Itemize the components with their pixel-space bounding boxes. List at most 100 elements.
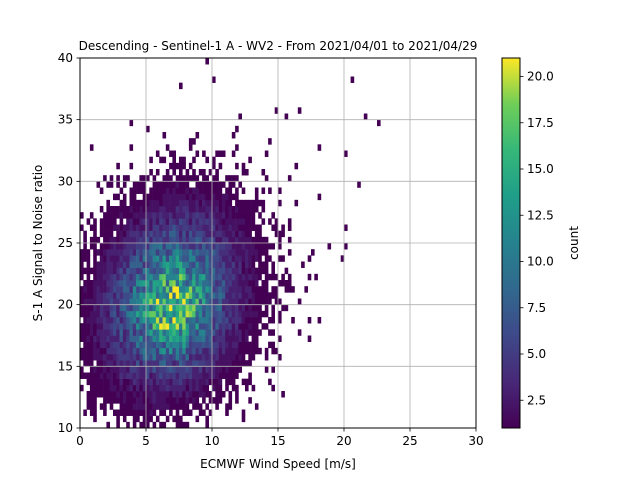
heatmap-cell	[235, 255, 239, 262]
heatmap-cell	[198, 218, 203, 225]
heatmap-cell	[215, 310, 219, 318]
heatmap-cell	[215, 273, 219, 281]
heatmap-cell	[188, 144, 193, 151]
heatmap-cell	[221, 317, 226, 324]
heatmap-cell	[205, 341, 209, 349]
heatmap-cell	[116, 360, 120, 367]
heatmap-cell	[212, 378, 216, 386]
heatmap-cell	[297, 298, 302, 305]
heatmap-cell	[99, 323, 104, 330]
heatmap-cell	[129, 378, 134, 386]
heatmap-cell	[198, 169, 203, 176]
heatmap-cell	[278, 230, 282, 238]
heatmap-cell	[129, 144, 134, 151]
outlier-cell	[327, 243, 332, 250]
heatmap-cell	[106, 218, 110, 225]
heatmap-cell	[155, 372, 160, 379]
heatmap-cell	[162, 212, 167, 219]
heatmap-cell	[109, 280, 114, 287]
heatmap-cell	[195, 218, 200, 225]
heatmap-cell	[215, 372, 219, 379]
heatmap-cell	[165, 243, 170, 250]
heatmap-cell	[122, 273, 127, 281]
heatmap-cell	[142, 421, 147, 429]
heatmap-cell	[205, 329, 209, 336]
heatmap-cell	[182, 261, 186, 268]
heatmap-cell	[113, 310, 117, 318]
heatmap-cell	[132, 212, 137, 219]
heatmap-cell	[96, 292, 101, 299]
heatmap-cell	[195, 366, 200, 373]
heatmap-cell	[179, 354, 183, 361]
heatmap-cell	[205, 206, 209, 213]
heatmap-cell	[238, 199, 242, 207]
heatmap-cell	[109, 354, 114, 361]
heatmap-cell	[162, 280, 167, 287]
heatmap-cell	[93, 292, 97, 299]
heatmap-cell	[122, 329, 127, 336]
heatmap-cell	[268, 341, 272, 349]
heatmap-cell	[179, 162, 183, 170]
heatmap-cell	[169, 212, 173, 219]
heatmap-cell	[149, 273, 153, 281]
heatmap-cell	[146, 243, 150, 250]
heatmap-cell	[218, 304, 223, 312]
heatmap-cell	[241, 187, 246, 194]
heatmap-cell	[96, 273, 101, 281]
heatmap-cell	[251, 335, 256, 342]
heatmap-cell	[146, 415, 150, 423]
heatmap-cell	[228, 267, 233, 275]
heatmap-cell	[228, 323, 233, 330]
heatmap-cell	[179, 181, 183, 188]
heatmap-cell	[235, 224, 239, 231]
heatmap-cell	[251, 304, 256, 312]
heatmap-cell	[212, 317, 216, 324]
heatmap-cell	[188, 218, 193, 225]
heatmap-cell	[129, 310, 134, 318]
heatmap-cell	[188, 236, 193, 244]
heatmap-cell	[116, 193, 120, 201]
heatmap-cell	[132, 397, 137, 404]
heatmap-cell	[228, 335, 233, 342]
heatmap-cell	[175, 317, 180, 324]
heatmap-cell	[89, 144, 94, 151]
heatmap-cell	[126, 286, 130, 293]
heatmap-cell	[215, 366, 219, 373]
heatmap-cell	[205, 187, 209, 194]
heatmap-cell	[185, 391, 190, 398]
heatmap-cell	[119, 292, 124, 299]
heatmap-cell	[185, 187, 190, 194]
heatmap-cell	[155, 150, 160, 157]
heatmap-cell	[132, 341, 137, 349]
x-axis-label: ECMWF Wind Speed [m/s]	[200, 457, 356, 471]
heatmap-cell	[287, 273, 292, 281]
heatmap-cell	[165, 187, 170, 194]
heatmap-cell	[152, 372, 157, 379]
heatmap-cell	[122, 298, 127, 305]
heatmap-cell	[307, 335, 312, 342]
heatmap-cell	[261, 236, 266, 244]
heatmap-cell	[129, 273, 134, 281]
heatmap-cell	[116, 310, 120, 318]
heatmap-cell	[202, 304, 206, 312]
heatmap-cell	[215, 397, 219, 404]
heatmap-cell	[212, 199, 216, 207]
heatmap-cell	[251, 354, 256, 361]
heatmap-cell	[119, 230, 124, 238]
heatmap-cell	[126, 243, 130, 250]
heatmap-cell	[287, 175, 292, 182]
heatmap-cell	[258, 243, 262, 250]
heatmap-cell	[172, 366, 176, 373]
heatmap-cell	[208, 187, 213, 194]
heatmap-cell	[152, 212, 157, 219]
heatmap-cell	[235, 360, 239, 367]
heatmap-cell	[152, 243, 157, 250]
heatmap-cell	[122, 415, 127, 423]
heatmap-cell	[126, 261, 130, 268]
heatmap-cell	[235, 292, 239, 299]
heatmap-cell	[80, 224, 84, 231]
heatmap-cell	[146, 329, 150, 336]
heatmap-cell	[152, 286, 157, 293]
heatmap-cell	[103, 354, 107, 361]
heatmap-cell	[175, 304, 180, 312]
